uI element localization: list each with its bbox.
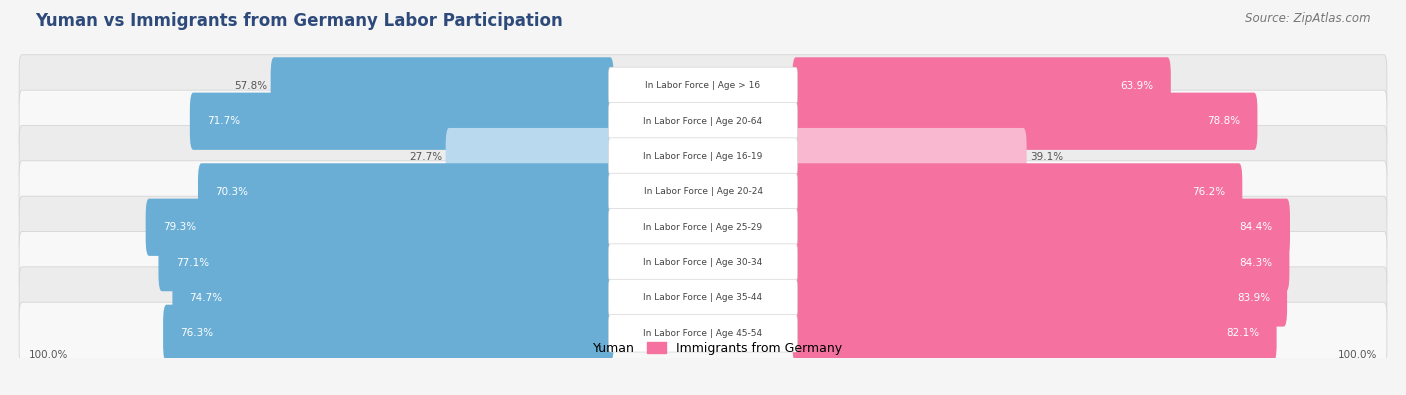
FancyBboxPatch shape	[609, 209, 797, 246]
Text: 27.7%: 27.7%	[409, 152, 443, 162]
FancyBboxPatch shape	[609, 138, 797, 175]
Text: 84.3%: 84.3%	[1239, 258, 1272, 268]
FancyBboxPatch shape	[793, 305, 1277, 362]
FancyBboxPatch shape	[198, 163, 613, 220]
Text: 100.0%: 100.0%	[1339, 350, 1378, 360]
FancyBboxPatch shape	[793, 199, 1289, 256]
FancyBboxPatch shape	[609, 103, 797, 140]
FancyBboxPatch shape	[20, 126, 1386, 188]
Text: 82.1%: 82.1%	[1226, 328, 1260, 338]
Text: In Labor Force | Age 35-44: In Labor Force | Age 35-44	[644, 293, 762, 303]
FancyBboxPatch shape	[20, 55, 1386, 117]
Text: In Labor Force | Age 20-24: In Labor Force | Age 20-24	[644, 188, 762, 196]
Text: 84.4%: 84.4%	[1240, 222, 1272, 232]
FancyBboxPatch shape	[793, 57, 1171, 115]
FancyBboxPatch shape	[190, 92, 613, 150]
FancyBboxPatch shape	[609, 279, 797, 317]
Text: In Labor Force | Age 20-64: In Labor Force | Age 20-64	[644, 117, 762, 126]
FancyBboxPatch shape	[20, 161, 1386, 223]
FancyBboxPatch shape	[173, 269, 613, 327]
FancyBboxPatch shape	[793, 269, 1286, 327]
Text: In Labor Force | Age 30-34: In Labor Force | Age 30-34	[644, 258, 762, 267]
Text: 100.0%: 100.0%	[28, 350, 67, 360]
FancyBboxPatch shape	[793, 128, 1026, 185]
Text: 79.3%: 79.3%	[163, 222, 195, 232]
FancyBboxPatch shape	[446, 128, 613, 185]
Text: 76.3%: 76.3%	[180, 328, 214, 338]
Text: 76.2%: 76.2%	[1192, 187, 1225, 197]
Text: In Labor Force | Age 45-54: In Labor Force | Age 45-54	[644, 329, 762, 338]
Text: 57.8%: 57.8%	[233, 81, 267, 91]
Text: Source: ZipAtlas.com: Source: ZipAtlas.com	[1246, 12, 1371, 25]
Legend: Yuman, Immigrants from Germany: Yuman, Immigrants from Germany	[564, 342, 842, 355]
FancyBboxPatch shape	[20, 196, 1386, 258]
FancyBboxPatch shape	[793, 92, 1257, 150]
Text: 39.1%: 39.1%	[1031, 152, 1063, 162]
Text: 70.3%: 70.3%	[215, 187, 249, 197]
Text: 78.8%: 78.8%	[1208, 116, 1240, 126]
FancyBboxPatch shape	[20, 302, 1386, 365]
Text: 83.9%: 83.9%	[1237, 293, 1270, 303]
FancyBboxPatch shape	[609, 314, 797, 352]
FancyBboxPatch shape	[20, 231, 1386, 294]
FancyBboxPatch shape	[609, 173, 797, 211]
Text: In Labor Force | Age > 16: In Labor Force | Age > 16	[645, 81, 761, 90]
FancyBboxPatch shape	[793, 234, 1289, 291]
FancyBboxPatch shape	[163, 305, 613, 362]
FancyBboxPatch shape	[159, 234, 613, 291]
FancyBboxPatch shape	[146, 199, 613, 256]
Text: In Labor Force | Age 16-19: In Labor Force | Age 16-19	[644, 152, 762, 161]
FancyBboxPatch shape	[793, 163, 1243, 220]
FancyBboxPatch shape	[609, 244, 797, 281]
FancyBboxPatch shape	[20, 90, 1386, 152]
FancyBboxPatch shape	[609, 67, 797, 105]
Text: 63.9%: 63.9%	[1121, 81, 1153, 91]
Text: 71.7%: 71.7%	[207, 116, 240, 126]
FancyBboxPatch shape	[20, 267, 1386, 329]
Text: Yuman vs Immigrants from Germany Labor Participation: Yuman vs Immigrants from Germany Labor P…	[35, 12, 562, 30]
FancyBboxPatch shape	[270, 57, 613, 115]
Text: 74.7%: 74.7%	[190, 293, 222, 303]
Text: In Labor Force | Age 25-29: In Labor Force | Age 25-29	[644, 223, 762, 232]
Text: 77.1%: 77.1%	[176, 258, 208, 268]
